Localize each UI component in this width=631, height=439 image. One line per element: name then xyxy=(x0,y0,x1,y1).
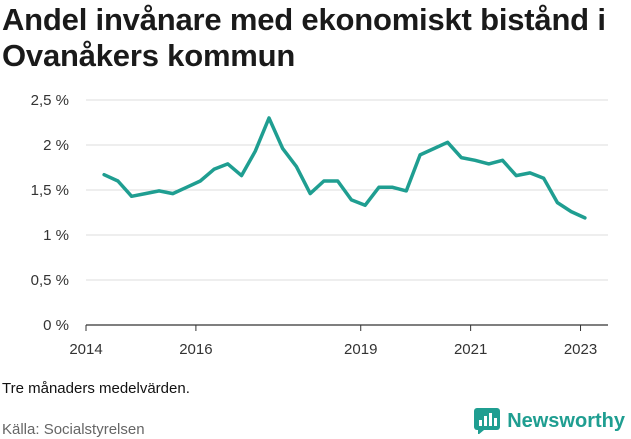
y-tick-label: 0 % xyxy=(43,317,69,334)
series-line xyxy=(102,116,587,220)
x-tick-label: 2023 xyxy=(564,341,597,358)
x-tick-label: 2021 xyxy=(454,341,487,358)
y-tick-label: 0,5 % xyxy=(31,272,69,289)
source-text: Källa: Socialstyrelsen xyxy=(2,421,145,438)
y-tick-label: 2 % xyxy=(43,137,69,154)
brand-logo: Newsworthy xyxy=(474,408,625,434)
x-tick-label: 2016 xyxy=(179,341,212,358)
y-tick-label: 2,5 % xyxy=(31,92,69,109)
newsworthy-logo-icon xyxy=(474,408,501,434)
chart-title: Andel invånare med ekonomiskt bistånd i … xyxy=(2,2,606,73)
y-tick-label: 1 % xyxy=(43,227,69,244)
chart-note: Tre månaders medelvärden. xyxy=(2,380,190,397)
brand-name: Newsworthy xyxy=(507,409,625,432)
x-tick-label: 2019 xyxy=(344,341,377,358)
y-tick-label: 1,5 % xyxy=(31,182,69,199)
x-tick-label: 2014 xyxy=(69,341,102,358)
